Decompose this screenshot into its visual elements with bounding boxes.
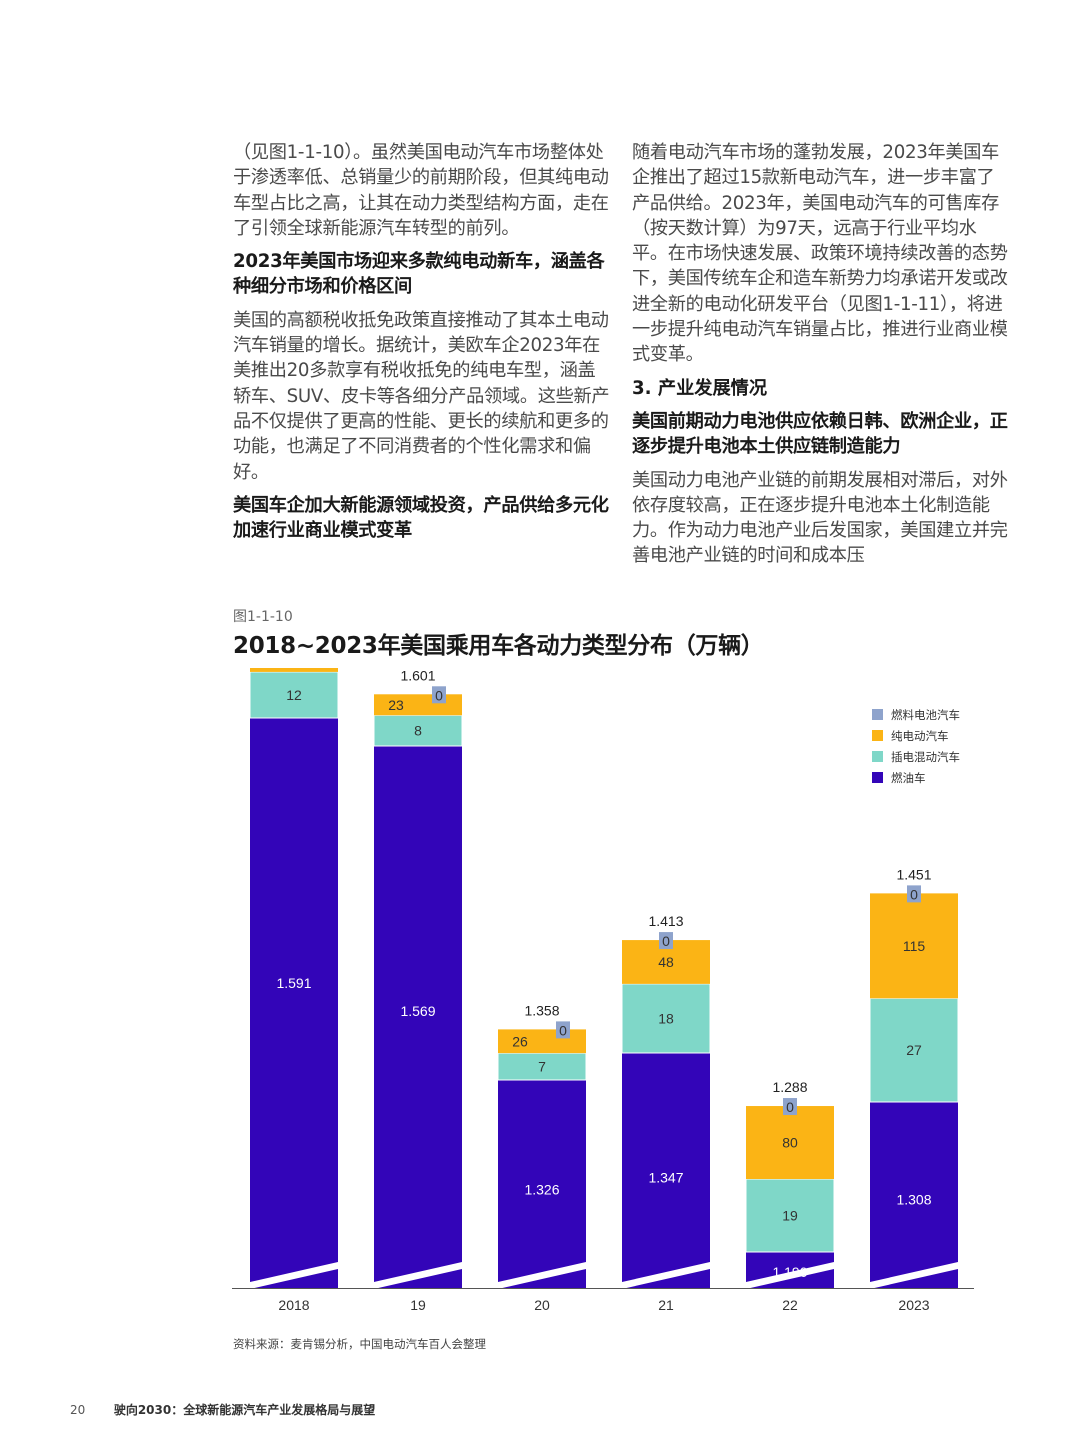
axis-break-mark [622, 1262, 710, 1289]
legend-entry: 插电混动汽车 [891, 750, 960, 764]
data-label-fcev: 0 [786, 1099, 794, 1115]
data-label-bev: 24 [264, 668, 280, 669]
figure-title: 2018~2023年美国乘用车各动力类型分布（万辆） [233, 633, 764, 659]
axis-break-mark [746, 1262, 834, 1289]
axis-break-mark [498, 1262, 586, 1289]
section-heading: 美国车企加大新能源领域投资，产品供给多元化加速行业商业模式变革 [233, 494, 609, 542]
data-label-total: 1.601 [400, 668, 435, 683]
data-label-bev: 26 [512, 1033, 528, 1049]
data-label-phev: 18 [658, 1010, 674, 1026]
right-text-column: 随着电动汽车市场的蓬勃发展，2023年美国车企推出了超过15款新电动汽车，进一步… [632, 140, 1010, 577]
data-label-bg-fcev [432, 686, 446, 704]
data-label-bev: 48 [658, 954, 674, 970]
bar-segment-phev [621, 983, 711, 1054]
bar-segment-bev [870, 893, 958, 999]
axis-break-mark [374, 1262, 462, 1289]
bar-segment-ice [870, 1102, 958, 1288]
data-label-bg-fcev [556, 1021, 570, 1039]
bar-segment-phev [373, 714, 463, 747]
x-tick-label: 2018 [278, 1297, 309, 1313]
bar-segment-ice [622, 1053, 710, 1288]
data-label-fcev: 0 [559, 1022, 567, 1038]
data-label-ice: 1.190 [772, 1264, 807, 1280]
data-label-fcev: 0 [662, 933, 670, 949]
bar-segment-ice [250, 718, 338, 1288]
data-label-ice: 1.591 [276, 975, 311, 991]
numbered-heading: 3. 产业发展情况 [632, 377, 768, 399]
bar-segment-phev [745, 1178, 835, 1253]
figure-label: 图1-1-10 [233, 609, 293, 625]
left-text-column: （见图1-1-10）。虽然美国电动汽车市场整体处于渗透率低、总销量少的前期阶段，… [233, 140, 611, 551]
x-tick-label: 22 [782, 1297, 798, 1313]
axis-break-mark [250, 1262, 338, 1289]
data-label-total: 1.451 [896, 866, 931, 882]
bar-segment-bev [374, 694, 462, 716]
data-label-phev: 12 [286, 687, 302, 703]
page-footer: 20 驶向2030：全球新能源汽车产业发展格局与展望 [70, 1401, 375, 1418]
legend-entry: 纯电动汽车 [891, 729, 949, 743]
legend-swatch [872, 709, 883, 720]
data-label-bev: 115 [903, 938, 926, 954]
axis-break-mark [870, 1262, 958, 1289]
bar-segment-ice [374, 746, 462, 1288]
bar-segment-phev [249, 671, 339, 719]
page-number: 20 [70, 1403, 86, 1417]
bar-segment-bev [746, 1106, 834, 1180]
x-tick-label: 20 [534, 1297, 550, 1313]
figure-source: 资料来源：麦肯锡分析，中国电动汽车百人会整理 [233, 1337, 486, 1351]
x-tick-label: 2023 [898, 1297, 929, 1313]
data-label-ice: 1.569 [400, 1003, 435, 1019]
data-label-total: 1.288 [772, 1079, 807, 1095]
data-label-bev: 23 [388, 697, 404, 713]
legend-swatch [872, 772, 883, 783]
x-tick-label: 19 [410, 1297, 426, 1313]
bar-segment-bev [250, 668, 338, 672]
bar-segment-bev [498, 1029, 586, 1054]
data-label-fcev: 0 [910, 886, 918, 902]
data-label-ice: 1.347 [648, 1169, 683, 1185]
data-label-ice: 1.326 [524, 1181, 559, 1197]
legend-entry: 燃料电池汽车 [891, 708, 960, 722]
data-label-ice: 1.308 [896, 1191, 931, 1207]
legend-swatch [872, 730, 883, 741]
bar-segment-ice [498, 1080, 586, 1288]
body-paragraph: 随着电动汽车市场的蓬勃发展，2023年美国车企推出了超过15款新电动汽车，进一步… [632, 142, 1008, 366]
section-heading: 2023年美国市场迎来多款纯电动新车，涵盖各种细分市场和价格区间 [233, 251, 605, 298]
legend-entry: 燃油车 [891, 771, 926, 785]
data-label-phev: 27 [906, 1042, 922, 1058]
body-paragraph: （见图1-1-10）。虽然美国电动汽车市场整体处于渗透率低、总销量少的前期阶段，… [233, 142, 609, 239]
x-tick-label: 21 [658, 1297, 674, 1313]
bar-segment-phev [869, 997, 959, 1103]
data-label-phev: 19 [782, 1208, 798, 1224]
data-label-phev: 8 [414, 723, 422, 739]
data-label-total: 1.358 [524, 1002, 559, 1018]
data-label-fcev: 0 [435, 687, 443, 703]
data-label-phev: 7 [538, 1059, 546, 1075]
data-label-total: 1.413 [648, 913, 683, 929]
legend-swatch [872, 751, 883, 762]
data-label-bg-fcev [907, 885, 921, 903]
data-label-bg-fcev [659, 932, 673, 950]
data-label-bg-fcev [783, 1098, 797, 1116]
body-paragraph: 美国动力电池产业链的前期发展相对滞后，对外依存度较高，正在逐步提升电池本土化制造… [632, 469, 1008, 567]
stacked-bar-chart: 1.591122401.62720181.56982301.601191.326… [232, 668, 974, 1313]
data-label-bev: 80 [782, 1135, 798, 1151]
body-paragraph: 美国的高额税收抵免政策直接推动了其本土电动汽车销量的增长。据统计，美欧车企202… [233, 309, 610, 483]
publication-title: 驶向2030：全球新能源汽车产业发展格局与展望 [113, 1403, 376, 1417]
section-heading: 美国前期动力电池供应依赖日韩、欧洲企业，正逐步提升电池本土供应链制造能力 [632, 410, 1008, 458]
